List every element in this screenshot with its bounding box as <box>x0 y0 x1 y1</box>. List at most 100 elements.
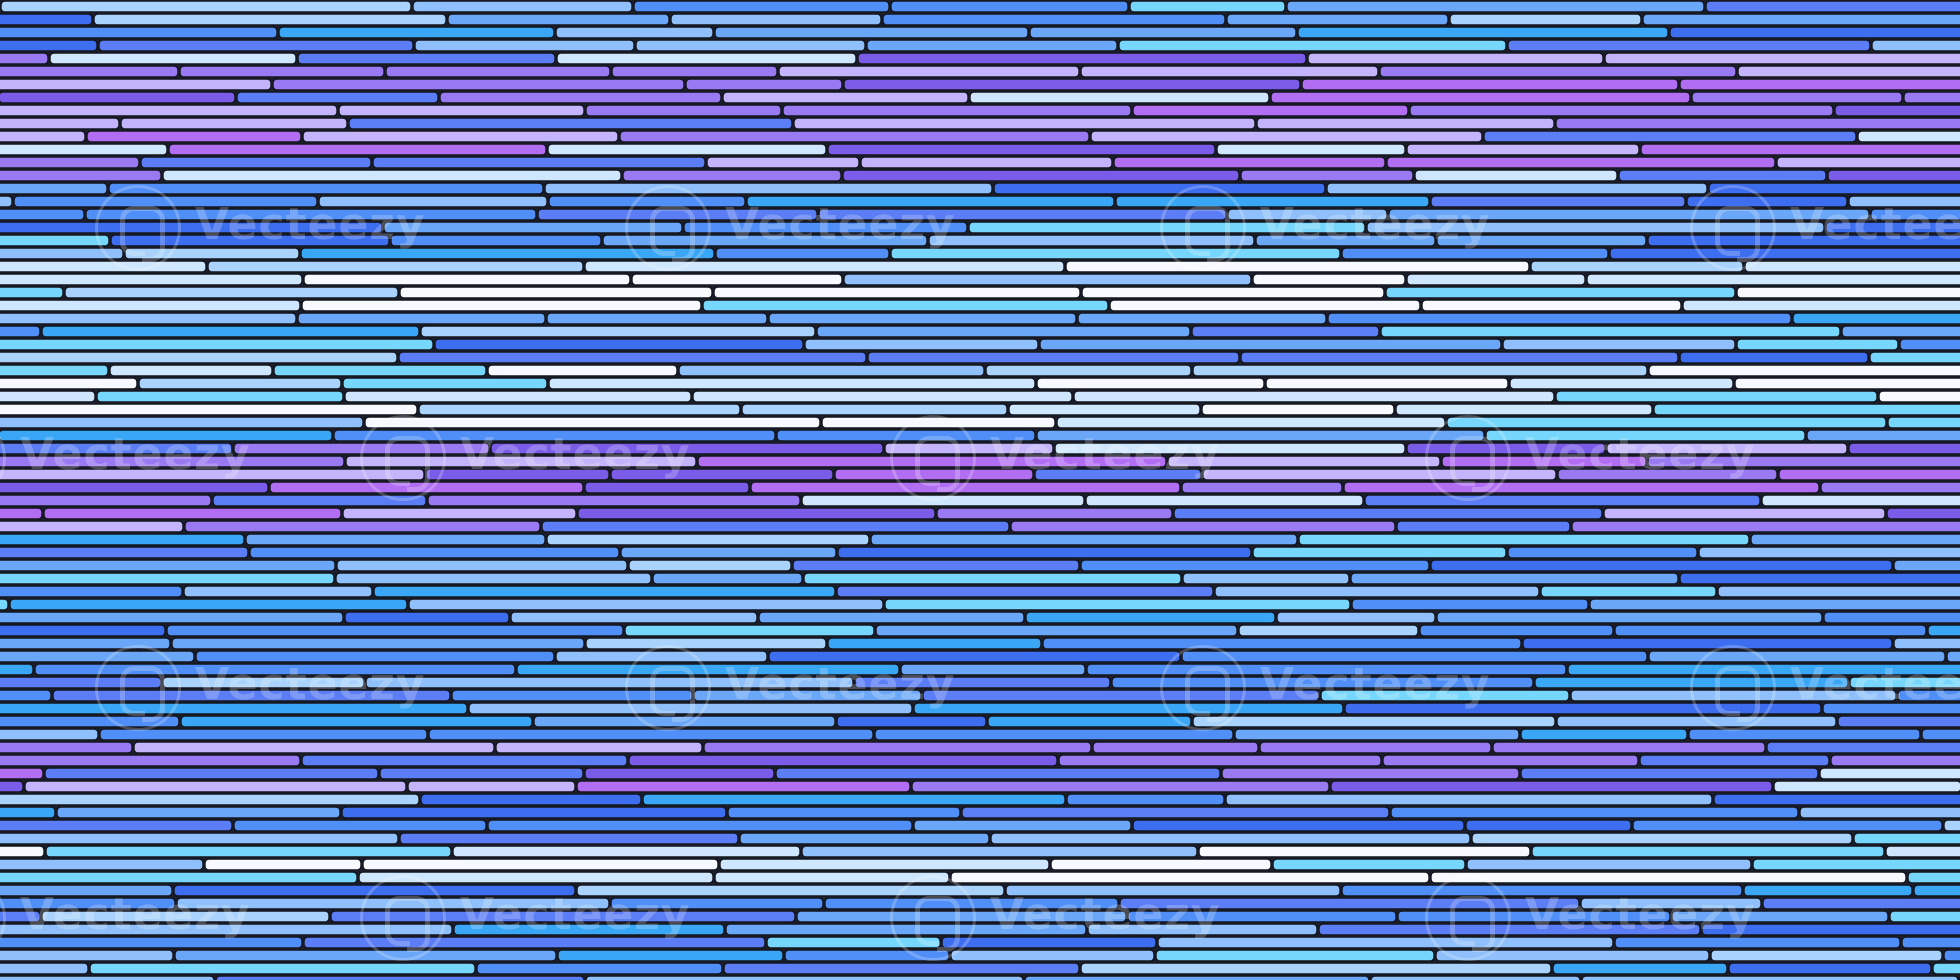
stripe-bar <box>0 585 183 598</box>
stripe-bar <box>631 273 843 286</box>
stripe-bar <box>1406 273 1586 286</box>
stripe-bar <box>0 910 41 923</box>
stripe-bar <box>1065 260 1530 273</box>
stripe-bar <box>1201 403 1395 416</box>
stripe-bar <box>1946 650 1960 663</box>
stripe-bar <box>1555 117 1960 130</box>
stripe-bar <box>180 715 533 728</box>
stripe-bar <box>1618 169 1827 182</box>
stripe-bar <box>1080 65 1379 78</box>
stripe-bar <box>884 598 1351 611</box>
stripe-bar <box>1090 130 1483 143</box>
stripe-bar <box>215 975 585 980</box>
stripe-bar <box>875 624 1238 637</box>
stripe-bar <box>1192 715 1556 728</box>
stripe-bar <box>9 598 408 611</box>
stripe-bar <box>1606 442 1848 455</box>
stripe-bar <box>0 741 133 754</box>
stripe-bar <box>870 533 1298 546</box>
stripe-bar <box>1762 897 1960 910</box>
stripe-bar <box>827 637 1042 650</box>
stripe-bar <box>1351 598 1589 611</box>
stripe-bar <box>635 39 866 52</box>
stripe-bar <box>0 533 245 546</box>
stripe-bar <box>0 975 215 980</box>
stripe-bar <box>1857 130 1960 143</box>
stripe-bar <box>45 845 452 858</box>
stripe-bar <box>642 793 1066 806</box>
stripe-bar <box>249 546 620 559</box>
stripe-bar <box>0 572 335 585</box>
stripe-bar <box>1414 169 1618 182</box>
stripe-bar <box>1465 819 1632 832</box>
stripe-bar <box>0 429 333 442</box>
stripe-bar <box>548 377 1036 390</box>
stripe-bar <box>1927 624 1960 637</box>
stripe-bar <box>434 338 804 351</box>
stripe-bar <box>584 481 750 494</box>
stripe-bar <box>420 325 816 338</box>
stripe-bar <box>1640 143 1960 156</box>
stripe-bar <box>1913 884 1960 897</box>
watermark-text: Vecteezy <box>1525 889 1756 940</box>
stripe-bar <box>1080 962 1552 975</box>
stripe-bar <box>1604 52 1960 65</box>
stripe-bar <box>0 260 207 273</box>
stripe-bar <box>0 871 358 884</box>
stripe-bar <box>1492 741 1766 754</box>
stripe-bar <box>41 910 330 923</box>
stripe-bar <box>0 767 44 780</box>
stripe-bar <box>212 494 427 507</box>
stripe-bar <box>43 507 342 520</box>
stripe-bar <box>179 65 385 78</box>
stripe-bar <box>0 338 434 351</box>
stripe-bar <box>1830 754 1960 767</box>
stripe-bar <box>993 182 1326 195</box>
stripe-bar <box>950 949 1155 962</box>
stripe-bar <box>1849 676 1960 689</box>
stripe-bar <box>1255 234 1436 247</box>
stripe-bar <box>510 611 758 624</box>
stripe-bar <box>544 182 993 195</box>
stripe-bar <box>1066 793 1225 806</box>
stripe-bar <box>1710 949 1943 962</box>
stripe-bar <box>49 52 297 65</box>
stripe-bar <box>1776 156 1960 169</box>
stripe-bar <box>555 26 714 39</box>
stripe-bar <box>1614 624 1927 637</box>
stripe-bar <box>1679 78 1960 91</box>
stripe-bar <box>1580 897 1762 910</box>
stripe-bar <box>1471 832 1853 845</box>
stripe-bar <box>0 884 173 897</box>
stripe-bar <box>1778 468 1960 481</box>
stripe-bar <box>1614 936 1901 949</box>
stripe-bar <box>1870 208 1960 221</box>
stripe-bar <box>1042 637 1522 650</box>
stripe-bar <box>1708 182 1960 195</box>
stripe-bar <box>746 195 1115 208</box>
stripe-bar <box>183 585 373 598</box>
stripe-bar <box>628 559 792 572</box>
watermark-logo-icon <box>1160 645 1246 731</box>
stripe-bar <box>0 689 52 702</box>
stripe-bar <box>1129 0 1286 13</box>
stripe-bar <box>911 780 1330 793</box>
stripe-bar <box>1406 143 1640 156</box>
stripe-bar <box>428 728 874 741</box>
stripe-bar <box>1737 65 1960 78</box>
stripe-bar <box>722 91 969 104</box>
stripe-bar <box>1792 312 1960 325</box>
stripe-bar <box>611 65 778 78</box>
stripe-bar <box>1446 416 1887 429</box>
stripe-bar <box>1181 481 1343 494</box>
stripe-bar <box>969 91 1270 104</box>
watermark-logo-icon <box>890 415 976 501</box>
stripe-bar <box>0 806 56 819</box>
stripe-bar <box>1326 182 1708 195</box>
stripe-bar <box>1449 13 1642 26</box>
stripe-bar <box>1586 273 1960 286</box>
stripe-bar <box>0 819 233 832</box>
stripe-bar <box>1132 819 1465 832</box>
stripe-bar <box>362 858 719 871</box>
